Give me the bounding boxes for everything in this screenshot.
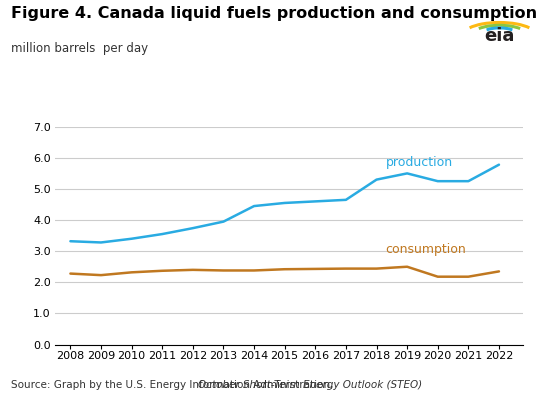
Text: eia: eia bbox=[484, 27, 515, 45]
Text: October Short-Term Energy Outlook (STEO): October Short-Term Energy Outlook (STEO) bbox=[198, 380, 422, 390]
Text: production: production bbox=[386, 156, 453, 169]
Text: consumption: consumption bbox=[386, 243, 467, 256]
Text: Source: Graph by the U.S. Energy Information Administration,: Source: Graph by the U.S. Energy Informa… bbox=[11, 380, 337, 390]
Text: Figure 4. Canada liquid fuels production and consumption: Figure 4. Canada liquid fuels production… bbox=[11, 6, 537, 21]
Text: million barrels  per day: million barrels per day bbox=[11, 42, 148, 55]
